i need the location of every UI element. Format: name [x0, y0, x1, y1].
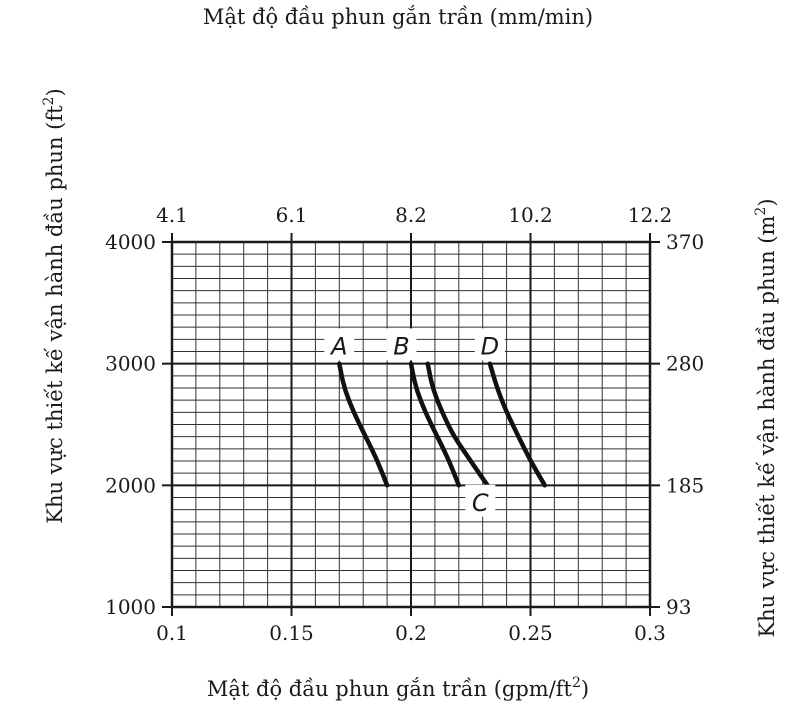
- y-tick-label: 3000: [105, 352, 156, 376]
- y-tick-label: 2000: [105, 473, 156, 497]
- y-right-axis-title: Khu vực thiết kế vận hành đầu phun (m2): [753, 198, 779, 637]
- plot-frame: [170, 240, 652, 609]
- x-top-axis-title: Mật độ đầu phun gắn trần (mm/min): [203, 5, 593, 29]
- curve-label-A-background: [324, 328, 355, 361]
- x-tick-label: 0.3: [634, 621, 666, 645]
- curve-label-C: C: [472, 489, 489, 517]
- curves: [337, 361, 548, 488]
- bottom-tick-labels: 0.1 0.15 0.2 0.25 0.3: [156, 621, 666, 645]
- right-tick-labels: 93 185 280 370: [666, 230, 704, 619]
- y-right-tick-label: 280: [666, 352, 704, 376]
- top-tick-labels: 4.1 6.1 8.2 10.2 12.2: [156, 203, 672, 227]
- left-tick-labels: 1000 2000 3000 4000: [105, 230, 156, 619]
- x-bottom-axis-title: Mật độ đầu phun gắn trần (gpm/ft2): [207, 675, 589, 701]
- curve-B: [408, 361, 462, 488]
- curve-A: [337, 361, 390, 488]
- curve-label-D-background: [474, 328, 505, 361]
- x-tick-label: 0.2: [395, 621, 427, 645]
- x-tick-label: 0.1: [156, 621, 188, 645]
- curve-label-D: D: [481, 332, 499, 360]
- y-left-axis-title: Khu vực thiết kế vận hành đầu phun (ft2): [41, 88, 67, 523]
- y-right-tick-label: 185: [666, 473, 704, 497]
- x-top-tick-label: 6.1: [276, 203, 308, 227]
- y-right-tick-label: 370: [666, 230, 704, 254]
- curve-C: [425, 361, 490, 488]
- x-top-tick-label: 10.2: [508, 203, 553, 227]
- y-tick-label: 1000: [105, 595, 156, 619]
- y-tick-label: 4000: [105, 230, 156, 254]
- x-top-tick-label: 12.2: [628, 203, 673, 227]
- curve-label-B: B: [393, 332, 409, 360]
- curve-label-A: A: [329, 332, 347, 360]
- curve-D: [487, 361, 548, 488]
- curve-label-B-background: [386, 328, 417, 361]
- x-tick-label: 0.25: [508, 621, 553, 645]
- x-top-tick-label: 4.1: [156, 203, 188, 227]
- x-tick-label: 0.15: [269, 621, 314, 645]
- curve-labels: A B C D: [324, 328, 505, 517]
- x-top-tick-label: 8.2: [395, 203, 427, 227]
- y-right-tick-label: 93: [666, 595, 691, 619]
- curve-label-C-background: [465, 484, 496, 517]
